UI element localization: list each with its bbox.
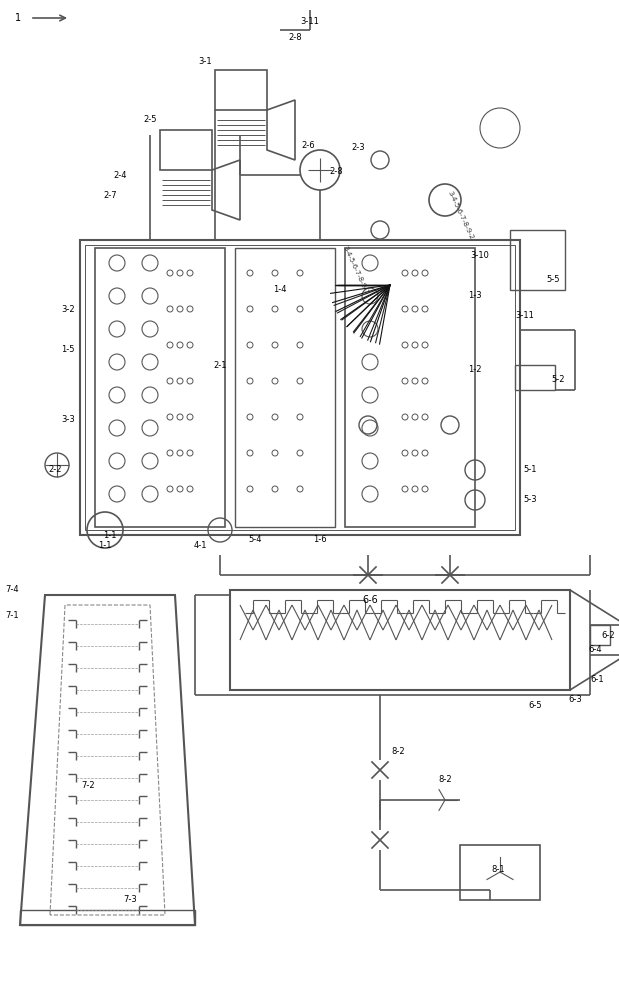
Text: 3-4-5-6-7-8-9-1: 3-4-5-6-7-8-9-1 [341,245,369,295]
Bar [345,248,475,527]
Text: 2-8: 2-8 [329,167,343,176]
Text: 1-1: 1-1 [103,530,117,540]
Text: 1-5: 1-5 [61,346,75,355]
Text: 3-1: 3-1 [198,57,212,66]
Bar [510,230,565,290]
Text: 1-4: 1-4 [273,286,287,294]
Text: 2-4: 2-4 [113,170,127,180]
Bar [215,70,267,110]
Text: 1-6: 1-6 [313,536,327,544]
Text: 3-4-5-6-7-8-9-2: 3-4-5-6-7-8-9-2 [446,190,474,240]
Text: 7-1: 7-1 [5,610,19,619]
Text: 2-6: 2-6 [301,140,315,149]
Text: 3-10: 3-10 [470,250,490,259]
Text: 5-4: 5-4 [248,536,262,544]
Text: 1-2: 1-2 [468,365,482,374]
Text: 4-1: 4-1 [193,540,207,550]
Bar [20,910,195,925]
Text: 5-3: 5-3 [523,495,537,504]
Text: 2-7: 2-7 [103,190,117,200]
Text: 3-11: 3-11 [516,310,534,320]
Bar [590,625,610,645]
Text: 3-11: 3-11 [301,17,319,26]
Bar [80,240,520,535]
Text: 5-1: 5-1 [523,466,537,475]
Bar [230,590,570,690]
Text: 1-3: 1-3 [468,290,482,300]
Text: 6-2: 6-2 [601,631,615,640]
Bar [460,845,540,900]
Text: 5-2: 5-2 [552,375,565,384]
Text: 6-6: 6-6 [362,595,378,605]
Text: 6-3: 6-3 [568,696,582,704]
Text: 5-5: 5-5 [546,275,560,284]
Text: 2-8: 2-8 [288,33,302,42]
Text: 6-5: 6-5 [528,700,542,710]
Text: 3-3: 3-3 [61,416,75,424]
Text: 1-1: 1-1 [98,540,112,550]
Bar [95,248,225,527]
Text: 2-2: 2-2 [48,466,62,475]
Text: 7-4: 7-4 [5,585,19,594]
Text: 6-4: 6-4 [588,646,602,654]
Bar [515,365,555,390]
Bar [160,130,212,170]
Text: 8-2: 8-2 [391,748,405,756]
Text: 3-2: 3-2 [61,306,75,314]
Text: 7-2: 7-2 [81,780,95,790]
Text: 2-3: 2-3 [351,143,365,152]
Text: 8-1: 8-1 [491,865,505,874]
Text: 7-3: 7-3 [123,896,137,904]
Text: 6-1: 6-1 [590,676,604,684]
Bar [85,245,515,530]
Text: 2-5: 2-5 [143,115,157,124]
Bar [235,248,335,527]
Text: 2-1: 2-1 [214,360,227,369]
Text: 1: 1 [15,13,21,23]
Text: 8-2: 8-2 [438,776,452,784]
